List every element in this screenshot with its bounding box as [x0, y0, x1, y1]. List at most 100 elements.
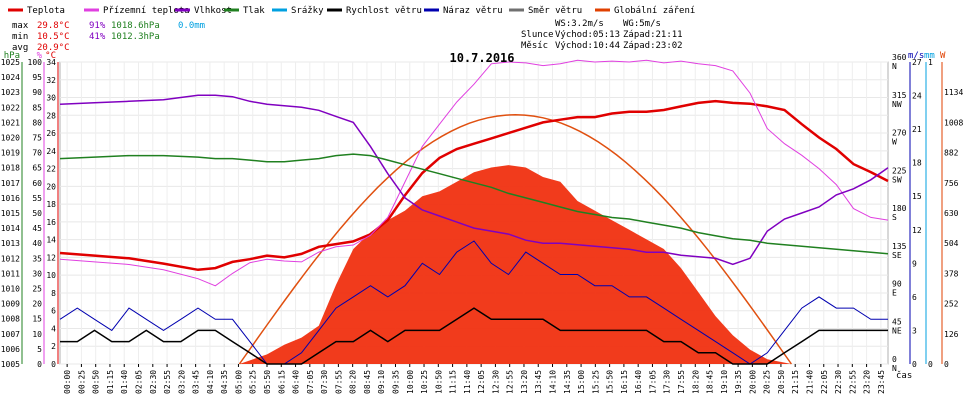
info-panel: WS:3.2m/s WG:5m/s Slunce Východ:05:13 Zá… [521, 19, 683, 51]
y-tick-label-temperature: 10 [46, 271, 56, 280]
y-tick-label-pressure: 1025 [1, 58, 20, 67]
x-tick-label: 07:30 [320, 370, 329, 394]
y-tick-label-wind_speed: 24 [912, 92, 922, 101]
y-tick-label-humidity: 55 [32, 194, 42, 203]
y-tick-label-humidity: 100 [28, 58, 43, 67]
y-tick-label-pressure: 1023 [1, 88, 20, 97]
x-tick-label: 11:40 [463, 370, 472, 394]
wind-direction-name: W [892, 138, 897, 147]
wind-direction-name: E [892, 289, 897, 298]
legend-label: Srážky [291, 6, 324, 16]
y-tick-label-temperature: 28 [46, 111, 56, 120]
x-tick-label: 12:30 [491, 370, 500, 394]
y-tick-label-wind_speed: 21 [912, 125, 922, 134]
x-tick-label: 17:30 [663, 370, 672, 394]
x-tick-label: 15:00 [577, 370, 586, 394]
wind-direction-deg: 360 [892, 53, 907, 62]
wind-direction-name: N [892, 62, 897, 71]
y-tick-label-temperature: 18 [46, 200, 56, 209]
axis-unit-pressure: hPa [4, 51, 20, 61]
x-tick-label: 15:50 [606, 370, 615, 394]
series-line [59, 153, 889, 255]
y-tick-label-wind_speed: 6 [912, 293, 917, 302]
legend-label: Teplota [27, 6, 65, 16]
x-tick-label: 14:10 [549, 370, 558, 394]
moonrise-info: Východ:10:44 [555, 41, 620, 51]
wind-direction-name: N [892, 364, 897, 373]
x-tick-label: 12:05 [477, 370, 486, 394]
y-tick-label-radiation: 1134 [944, 88, 963, 97]
y-tick-label-pressure: 1015 [1, 209, 20, 218]
x-tick-label: 13:45 [534, 370, 543, 394]
y-tick-label-temperature: 0 [51, 360, 56, 369]
y-tick-label-pressure: 1008 [1, 315, 20, 324]
y-tick-label-pressure: 1012 [1, 254, 20, 263]
x-tick-label: 03:45 [192, 370, 201, 394]
y-tick-label-humidity: 75 [32, 134, 42, 143]
legend-label: Rychlost větru [346, 6, 422, 16]
stats-min-hum: 41% [89, 32, 106, 42]
x-tick-label: 02:05 [135, 370, 144, 394]
y-tick-label-pressure: 1022 [1, 103, 20, 112]
x-tick-label: 05:25 [249, 370, 258, 394]
x-tick-label: 03:20 [177, 370, 186, 394]
x-tick-label: 22:30 [834, 370, 843, 394]
x-tick-label: 05:50 [263, 370, 272, 394]
wind-gust-info: WG:5m/s [623, 19, 661, 29]
x-tick-label: 05:00 [234, 370, 243, 394]
y-tick-label-pressure: 1017 [1, 179, 20, 188]
legend-label: Tlak [243, 6, 265, 16]
x-tick-label: 19:10 [720, 370, 729, 394]
wind-direction-name: NW [892, 100, 902, 109]
y-tick-label-pressure: 1018 [1, 164, 20, 173]
y-tick-label-wind_speed: 18 [912, 159, 922, 168]
x-tick-label: 22:55 [848, 370, 857, 394]
y-tick-label-radiation: 252 [944, 300, 959, 309]
x-tick-label: 21:15 [791, 370, 800, 394]
y-tick-label-wind_speed: 27 [912, 58, 922, 67]
y-tick-label-rain: 0 [928, 360, 933, 369]
y-tick-label-temperature: 8 [51, 289, 56, 298]
y-tick-label-temperature: 24 [46, 147, 56, 156]
y-tick-label-humidity: 15 [32, 315, 42, 324]
wind-direction-name: SW [892, 175, 902, 184]
y-tick-label-temperature: 2 [51, 342, 56, 351]
y-tick-label-pressure: 1007 [1, 330, 20, 339]
wind-direction-deg: 135 [892, 242, 907, 251]
y-tick-label-temperature: 26 [46, 129, 56, 138]
x-tick-label: 23:45 [877, 370, 886, 394]
x-tick-label: 20:50 [777, 370, 786, 394]
y-tick-label-radiation: 504 [944, 239, 959, 248]
y-tick-label-humidity: 35 [32, 254, 42, 263]
wind-direction-deg: 315 [892, 91, 907, 100]
legend-label: Náraz větru [443, 6, 503, 16]
stats-max-temp: 29.8°C [37, 21, 70, 31]
stats-max-rain: 0.0mm [178, 21, 205, 31]
y-tick-label-humidity: 30 [32, 269, 42, 278]
y-tick-label-rain: 1 [928, 58, 933, 67]
x-tick-label: 04:35 [220, 370, 229, 394]
y-tick-label-pressure: 1024 [1, 73, 20, 82]
x-tick-label: 06:15 [277, 370, 286, 394]
x-tick-label: 14:35 [563, 370, 572, 394]
x-tick-label: 17:05 [648, 370, 657, 394]
y-tick-label-pressure: 1005 [1, 360, 20, 369]
stats-panel: max 29.8°C 91% 1018.6hPa 0.0mm min 10.5°… [12, 21, 205, 53]
y-tick-label-radiation: 0 [944, 360, 949, 369]
wind-direction-deg: 90 [892, 280, 902, 289]
stats-max-hum: 91% [89, 21, 106, 31]
x-tick-label: 00:50 [92, 370, 101, 394]
y-tick-label-pressure: 1014 [1, 224, 20, 233]
axis-unit-humidity: % [37, 51, 43, 61]
x-tick-label: 12:55 [506, 370, 515, 394]
x-tick-label: 16:40 [634, 370, 643, 394]
legend-label: Přízemní teplota [103, 6, 190, 16]
series-clear-sky-radiation [238, 113, 793, 365]
wind-direction-deg: 45 [892, 317, 902, 326]
x-tick-label: 02:55 [163, 370, 172, 394]
y-tick-label-humidity: 50 [32, 209, 42, 218]
series-line [59, 94, 889, 266]
x-tick-label: 08:20 [349, 370, 358, 394]
y-tick-label-humidity: 85 [32, 103, 42, 112]
